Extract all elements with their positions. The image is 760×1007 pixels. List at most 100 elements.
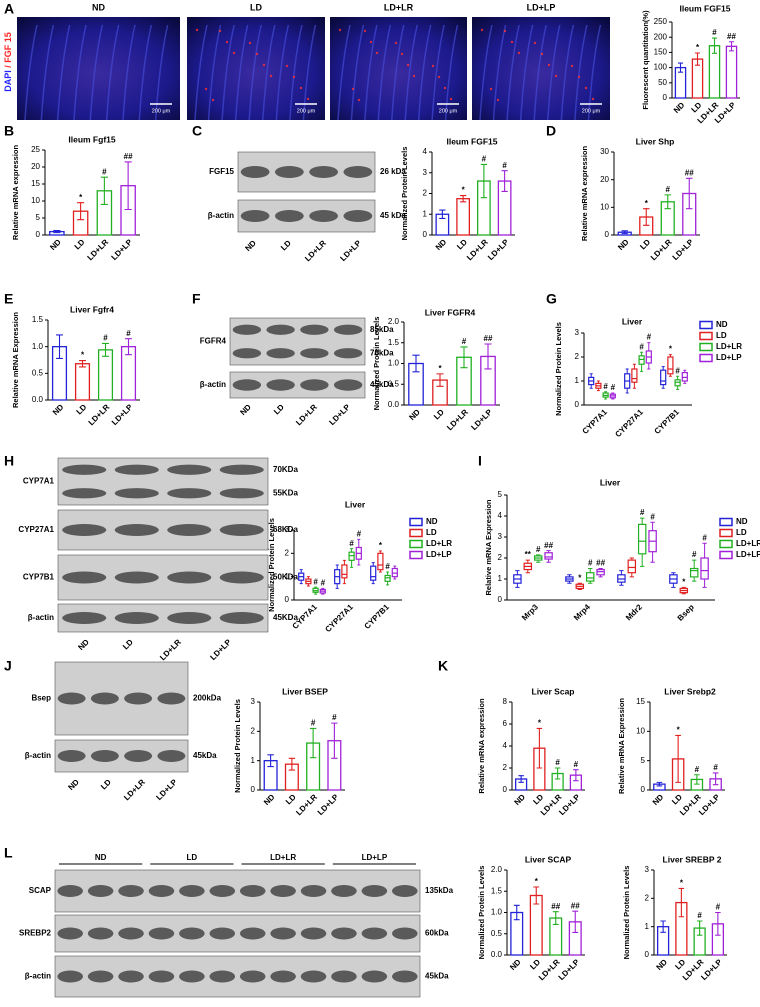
fgf15-signal — [248, 41, 252, 45]
significance-mark: * — [438, 364, 442, 373]
blot-band — [209, 970, 236, 983]
lane-label: LD+LR — [158, 637, 183, 662]
significance-mark: # — [639, 342, 644, 351]
blot-band — [331, 970, 357, 983]
scale-label: 200 μm — [152, 108, 171, 114]
y-tick-label: 0 — [605, 230, 610, 239]
legend-label: LD+LR — [426, 539, 452, 548]
error-bar — [439, 209, 446, 219]
y-tick-label: 1.0 — [491, 908, 503, 917]
blot-strip — [54, 914, 421, 953]
blot-size-label: 50KDa — [273, 573, 298, 582]
chart-title: Liver BSEP — [282, 686, 328, 696]
bar — [74, 363, 91, 401]
fgf15-signal — [292, 75, 296, 79]
legend-swatch — [719, 550, 733, 560]
y-axis-label: Relative mRNA expression — [580, 146, 589, 242]
x-tick-label: LD+LP — [110, 237, 135, 262]
error-bar — [460, 346, 468, 369]
error-bar — [533, 886, 540, 905]
fgf15-signal — [489, 87, 493, 91]
y-tick-label: 25 — [31, 145, 40, 154]
significance-mark: # — [611, 383, 616, 392]
x-tick-label: CYP27A1 — [323, 602, 355, 634]
error-bar — [79, 359, 86, 368]
y-tick-label: 200 — [654, 32, 668, 41]
box — [627, 559, 637, 574]
x-tick-label: LD — [528, 957, 542, 971]
tissue-fold — [289, 24, 303, 121]
y-tick-label: 1.5 — [388, 338, 400, 347]
x-tick-label: LD+LP — [557, 957, 582, 982]
x-tick-label: CYP27A1 — [613, 407, 645, 439]
y-tick-label: 0.0 — [32, 395, 44, 404]
y-tick-label: 1 — [423, 209, 428, 218]
lane-label: LD+LR — [122, 777, 147, 802]
y-tick-label: 3 — [423, 168, 428, 177]
box — [689, 567, 699, 578]
fgf15-signal — [584, 86, 588, 90]
y-tick-label: 20 — [600, 175, 609, 184]
blot-band — [300, 927, 327, 940]
significance-mark: # — [357, 529, 362, 538]
tissue-fold — [377, 24, 392, 121]
significance-mark: # — [502, 161, 507, 170]
blot-band — [179, 885, 205, 897]
blot-size-label: 200kDa — [193, 694, 222, 703]
significance-mark: # — [332, 713, 337, 722]
x-tick-label: ND — [407, 407, 422, 422]
tissue-fold — [574, 24, 588, 121]
tissue-fold — [519, 24, 534, 121]
fgf15-signal — [369, 40, 373, 44]
blot-row-label: β-actin — [200, 380, 226, 389]
fgf15-signal — [540, 52, 544, 56]
x-tick-label: ND — [434, 237, 449, 252]
blot-strip — [54, 869, 421, 913]
tissue-fold — [24, 24, 38, 121]
blot-band — [331, 927, 357, 940]
legend-swatch — [699, 331, 713, 341]
x-tick-label: LD+LR — [537, 957, 562, 982]
y-tick-label: 0.0 — [388, 400, 400, 409]
lane-label: LD — [272, 402, 286, 416]
legend-swatch — [699, 353, 713, 363]
y-tick-label: 5 — [36, 213, 41, 222]
blot-band — [114, 612, 159, 624]
error-bar — [77, 202, 85, 221]
tissue-fold — [221, 24, 235, 121]
significance-mark: * — [669, 345, 673, 354]
blot-band — [392, 970, 418, 983]
blot-band — [87, 970, 114, 983]
fgf15-signal — [255, 52, 259, 56]
box — [667, 356, 674, 375]
y-tick-label: 2 — [285, 548, 290, 557]
tissue-fold — [337, 24, 351, 121]
x-tick-label: LD+LR — [465, 237, 490, 262]
y-tick-label: 15 — [31, 179, 40, 188]
tissue-fold — [207, 24, 222, 121]
y-tick-label: 2 — [498, 553, 503, 562]
x-tick-label: Mrp4 — [572, 602, 592, 622]
blot-band — [167, 571, 212, 584]
significance-mark: # — [712, 28, 717, 37]
significance-mark: * — [79, 193, 83, 202]
y-tick-label: 30 — [600, 147, 609, 156]
blot-row-label: β-actin — [208, 211, 234, 220]
blot-band — [90, 692, 119, 705]
blot-band — [57, 750, 86, 762]
y-tick-label: 0 — [663, 93, 668, 102]
x-tick-label: LD+LR — [87, 402, 112, 427]
fgf15-signal — [496, 98, 500, 102]
tissue-fold — [234, 24, 249, 121]
blot-band — [209, 927, 236, 940]
x-tick-label: CYP7B1 — [653, 407, 682, 436]
y-tick-label: 2.0 — [388, 317, 400, 326]
blot-band — [148, 970, 175, 983]
fgf15-signal — [299, 86, 303, 90]
error-bar — [288, 757, 296, 771]
y-tick-label: 0.0 — [491, 950, 503, 959]
blot-band — [266, 379, 295, 391]
blot-row-label: SCAP — [29, 886, 52, 895]
error-bar — [412, 354, 420, 373]
legend-label: LD — [716, 331, 727, 340]
